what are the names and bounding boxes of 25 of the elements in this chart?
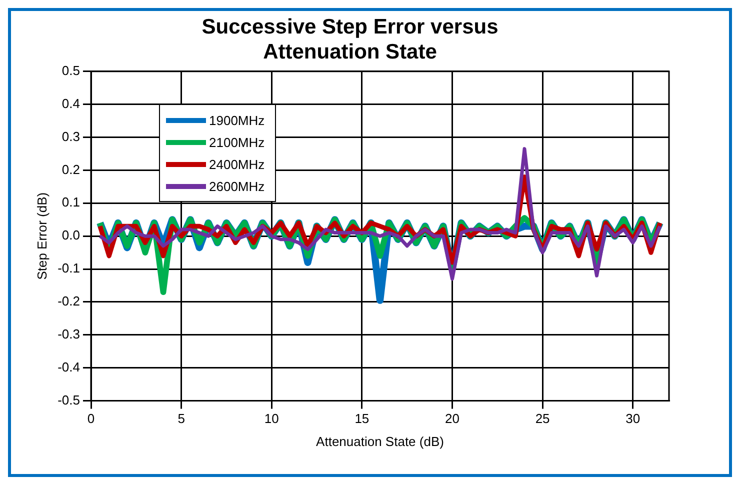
x-tick-label: 20 bbox=[445, 411, 460, 426]
legend-label: 1900MHz bbox=[209, 112, 265, 128]
legend-label: 2400MHz bbox=[209, 156, 265, 172]
y-tick-label: -0.2 bbox=[58, 294, 80, 309]
y-tick-label: -0.3 bbox=[58, 326, 80, 342]
y-tick-label: 0.3 bbox=[62, 128, 80, 144]
legend-label: 2600MHz bbox=[209, 178, 265, 194]
x-tick-label: 0 bbox=[87, 411, 95, 426]
y-tick-label: 0.5 bbox=[62, 62, 80, 78]
x-tick-label: 15 bbox=[354, 411, 370, 426]
y-tick-label: 0.0 bbox=[62, 228, 80, 243]
y-tick-label: 0.2 bbox=[62, 162, 80, 177]
y-tick-label: 0.1 bbox=[62, 194, 80, 210]
y-tick-label: -0.4 bbox=[58, 359, 80, 374]
x-tick-label: 5 bbox=[178, 411, 185, 426]
x-tick-label: 30 bbox=[626, 411, 640, 426]
x-tick-label: 10 bbox=[264, 411, 279, 426]
y-tick-label: -0.1 bbox=[58, 260, 80, 276]
y-tick-label: -0.5 bbox=[58, 392, 80, 408]
y-axis-title: Step Error (dB) bbox=[34, 192, 50, 280]
chart-title: Successive Step Error versus Attenuation State bbox=[202, 15, 498, 64]
x-tick-label: 25 bbox=[535, 411, 550, 426]
y-tick-label: 0.4 bbox=[62, 96, 80, 111]
legend-label: 2100MHz bbox=[209, 134, 265, 150]
x-axis-title: Attenuation State (dB) bbox=[316, 434, 444, 449]
